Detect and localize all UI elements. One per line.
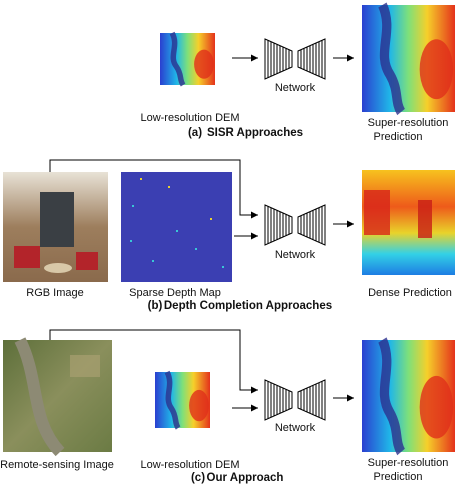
connector [49,159,258,219]
output-image [362,170,455,275]
rgb-image [3,172,108,282]
input-label: Low-resolution DEM [140,459,239,471]
input-label: Remote-sensing Image [0,459,114,471]
panel-b: RGB Image Sparse Depth Map Network Dense… [3,159,455,312]
output-label: Super-resolution [368,117,449,129]
caption-title: Our Approach [207,472,284,484]
network-label: Network [275,422,316,434]
output-label: Prediction [374,131,423,143]
caption-title: Depth Completion Approaches [164,300,332,312]
network-label: Network [275,249,316,261]
caption-tag: (a) [188,127,202,139]
low-res-dem-image [160,33,215,85]
input-label: RGB Image [26,287,83,299]
output-label: Prediction [374,471,423,483]
network-label: Network [275,82,316,94]
output-image [362,5,455,112]
network-icon [264,38,326,80]
low-res-dem-image [155,372,210,428]
caption-tag: (c) [191,472,205,484]
panel-c: Remote-sensing Image Low-resolution DEM … [0,329,455,484]
network-icon [264,204,326,246]
panel-a: Low-resolution DEM Network Super-resolut… [140,5,455,143]
connector [49,329,258,394]
input-label: Sparse Depth Map [129,287,221,299]
output-image [362,340,455,452]
output-label: Super-resolution [368,457,449,469]
output-label: Dense Prediction [368,287,452,299]
sparse-depth-map [121,172,232,282]
network-icon [264,379,326,421]
input-label: Low-resolution DEM [140,112,239,124]
remote-sensing-image [3,337,112,457]
caption-tag: (b) [148,300,163,312]
caption-title: SISR Approaches [207,127,303,139]
